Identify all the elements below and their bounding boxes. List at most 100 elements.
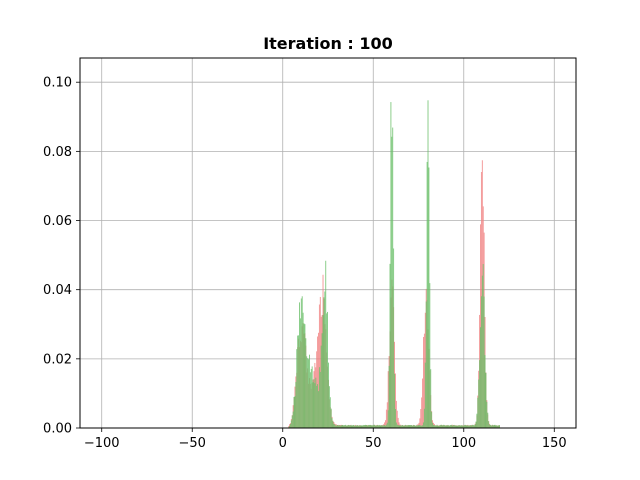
histogram-bin [469, 425, 471, 428]
histogram-bin [311, 366, 313, 428]
histogram-bin [352, 425, 354, 428]
y-tick-label: 0.06 [43, 214, 72, 229]
histogram-bin [493, 424, 495, 428]
histogram-bin [347, 425, 348, 428]
histogram-bin [490, 425, 492, 428]
histogram-bin [328, 362, 329, 428]
histogram-bin [370, 425, 372, 428]
histogram-bin [369, 424, 371, 428]
histogram-bin [315, 377, 317, 428]
x-tick-label: 50 [365, 436, 382, 451]
histogram-bin [326, 313, 328, 428]
histogram-bin [395, 422, 397, 428]
histogram-bin [354, 425, 356, 428]
histogram-bin [423, 408, 425, 428]
histogram-bin [296, 349, 298, 428]
histogram-bin [371, 425, 373, 428]
y-tick-label: 0.00 [43, 422, 72, 437]
histogram-bin [453, 425, 455, 428]
histogram-bin [410, 425, 412, 428]
histogram-bin [303, 323, 305, 428]
histogram-bin [419, 425, 421, 428]
histogram-bin [477, 397, 479, 428]
histogram-bin [367, 424, 369, 428]
histogram-bin [416, 425, 418, 428]
histogram-bin [405, 425, 407, 428]
histogram-bin [339, 425, 341, 428]
histogram-bin [306, 356, 308, 428]
histogram-bin [324, 291, 326, 428]
histogram-bin [456, 425, 458, 428]
histogram-bin [447, 424, 449, 428]
histogram-bin [407, 425, 409, 428]
histogram-bin [372, 425, 374, 428]
histogram-bin [400, 425, 402, 428]
histogram-bin [340, 425, 342, 428]
histogram-bin [419, 418, 421, 428]
histogram-bin [479, 360, 481, 428]
histogram-bin [298, 335, 300, 428]
histogram-bin [376, 424, 378, 428]
histogram-bin [359, 425, 361, 428]
histogram-bin [364, 425, 366, 428]
histogram-bin [429, 283, 431, 428]
histogram-bin [320, 345, 322, 428]
histogram-bin [325, 260, 327, 428]
histogram-bin [308, 354, 310, 428]
histogram-bin [316, 385, 318, 428]
histogram-bin [403, 425, 405, 428]
histogram-bin [385, 424, 387, 428]
histogram-bin [484, 355, 486, 428]
histogram-bin [342, 424, 344, 428]
histogram-bin [474, 424, 476, 428]
histogram-bin [424, 362, 426, 428]
histogram-bin [344, 424, 346, 428]
histogram-bin [472, 424, 474, 428]
histogram-bin [457, 425, 459, 428]
histogram-bin [388, 365, 390, 428]
histogram-bin [466, 425, 468, 428]
histogram-bin [292, 411, 294, 428]
histogram-bin [485, 372, 487, 428]
histogram-bin [314, 383, 316, 428]
histogram-bin [337, 425, 339, 428]
histogram-bin [290, 420, 292, 428]
histogram-bin [444, 425, 446, 428]
histogram-bin [435, 425, 437, 428]
histogram-bin [307, 358, 309, 428]
histogram-bin [299, 318, 301, 428]
histogram-bin [426, 161, 428, 428]
histogram-bin [398, 425, 400, 428]
histogram-bin [486, 401, 488, 428]
histogram-bin [318, 332, 319, 428]
histogram-bin [443, 424, 445, 428]
histogram-bin [422, 378, 424, 428]
histogram-bin [442, 424, 444, 428]
histogram-bin [420, 409, 422, 428]
histogram-bin [332, 421, 334, 428]
histogram-bin [380, 425, 382, 428]
histogram-bin [350, 425, 352, 428]
histogram-bin [463, 425, 465, 428]
histogram-bin [418, 424, 420, 428]
histogram-bin [310, 368, 312, 428]
histogram-bin [423, 336, 424, 428]
histogram-bin [473, 425, 475, 428]
x-tick-label: 150 [542, 436, 567, 451]
histogram-bin [399, 425, 401, 428]
histogram-bin [387, 371, 389, 428]
histogram-bin [480, 296, 482, 428]
histogram-bin [333, 423, 335, 428]
histogram-bin [401, 425, 403, 428]
histogram-bin [420, 425, 422, 428]
histogram-bin [331, 418, 333, 428]
histogram-bin [289, 423, 291, 428]
histogram-bin [382, 425, 384, 428]
histogram-bin [318, 304, 320, 428]
histogram-bin [383, 425, 385, 428]
y-axis-ticks: 0.00 0.02 0.04 0.06 0.08 0.10 [43, 76, 80, 437]
x-tick-label: −50 [179, 436, 206, 451]
histogram-bin [375, 425, 377, 428]
histogram-bin [465, 425, 467, 428]
histogram-bin [295, 381, 297, 428]
